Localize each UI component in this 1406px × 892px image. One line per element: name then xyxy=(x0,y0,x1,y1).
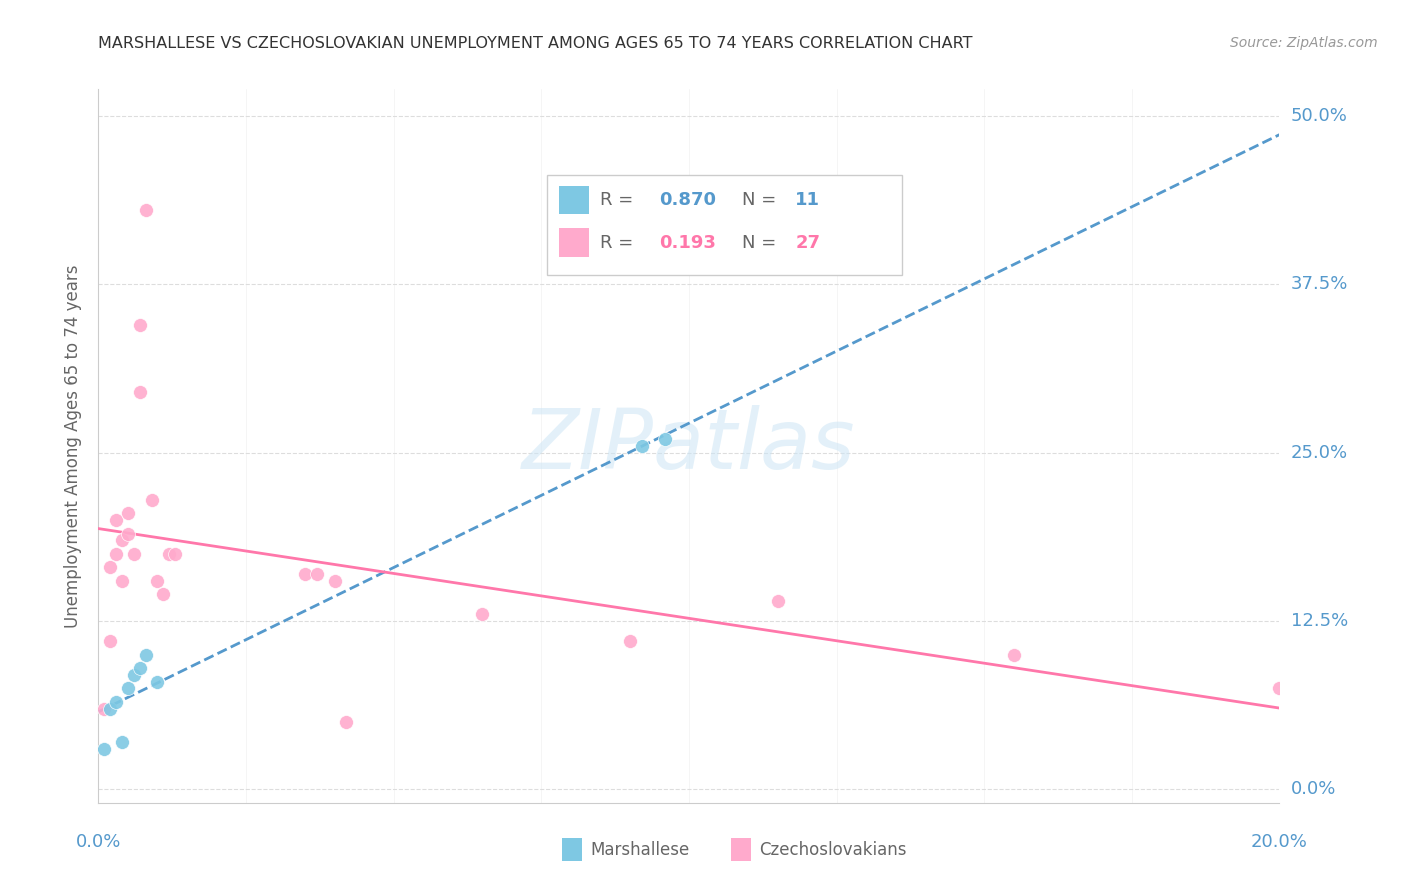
Text: R =: R = xyxy=(600,191,634,209)
FancyBboxPatch shape xyxy=(547,175,901,275)
Point xyxy=(105,547,128,561)
Point xyxy=(619,634,641,648)
Text: 20.0%: 20.0% xyxy=(1251,833,1308,851)
Point xyxy=(93,701,115,715)
Point xyxy=(128,385,150,400)
Text: Marshallese: Marshallese xyxy=(591,840,690,859)
Text: 37.5%: 37.5% xyxy=(1291,276,1348,293)
Point xyxy=(141,492,163,507)
Point xyxy=(98,560,121,574)
Text: 0.870: 0.870 xyxy=(659,191,717,209)
Text: R =: R = xyxy=(600,234,634,252)
Point xyxy=(111,735,134,749)
Y-axis label: Unemployment Among Ages 65 to 74 years: Unemployment Among Ages 65 to 74 years xyxy=(65,264,83,628)
Text: Czechoslovakians: Czechoslovakians xyxy=(759,840,907,859)
Point xyxy=(1002,648,1025,662)
Point xyxy=(294,566,316,581)
Text: 0.0%: 0.0% xyxy=(76,833,121,851)
Point xyxy=(111,574,134,588)
Point xyxy=(98,634,121,648)
Point xyxy=(630,439,652,453)
Text: MARSHALLESE VS CZECHOSLOVAKIAN UNEMPLOYMENT AMONG AGES 65 TO 74 YEARS CORRELATIO: MARSHALLESE VS CZECHOSLOVAKIAN UNEMPLOYM… xyxy=(98,36,973,51)
Point xyxy=(122,547,145,561)
Bar xyxy=(560,186,589,214)
Point xyxy=(98,701,121,715)
Point xyxy=(135,648,157,662)
Point xyxy=(157,547,180,561)
Text: N =: N = xyxy=(742,191,776,209)
Point xyxy=(93,742,115,756)
Point xyxy=(165,547,187,561)
Point xyxy=(117,506,139,520)
Point xyxy=(471,607,494,622)
Point xyxy=(117,681,139,696)
Point xyxy=(128,318,150,332)
Point xyxy=(152,587,174,601)
Text: 0.0%: 0.0% xyxy=(1291,780,1336,798)
Bar xyxy=(560,228,589,257)
Point xyxy=(135,203,157,218)
Text: 50.0%: 50.0% xyxy=(1291,107,1347,125)
Text: 11: 11 xyxy=(796,191,820,209)
Point xyxy=(105,695,128,709)
Point xyxy=(122,668,145,682)
Point xyxy=(146,674,169,689)
Point xyxy=(117,526,139,541)
Point xyxy=(766,594,789,608)
Point xyxy=(105,513,128,527)
Text: ZIPatlas: ZIPatlas xyxy=(522,406,856,486)
Text: 12.5%: 12.5% xyxy=(1291,612,1348,630)
Point xyxy=(1268,681,1291,696)
Point xyxy=(335,714,357,729)
Text: 0.193: 0.193 xyxy=(659,234,716,252)
Point xyxy=(654,432,676,446)
Point xyxy=(111,533,134,548)
Text: N =: N = xyxy=(742,234,776,252)
Text: 27: 27 xyxy=(796,234,820,252)
Text: Source: ZipAtlas.com: Source: ZipAtlas.com xyxy=(1230,36,1378,50)
Text: 25.0%: 25.0% xyxy=(1291,443,1348,462)
Point xyxy=(146,574,169,588)
Point xyxy=(323,574,346,588)
Point xyxy=(305,566,328,581)
Point xyxy=(128,661,150,675)
